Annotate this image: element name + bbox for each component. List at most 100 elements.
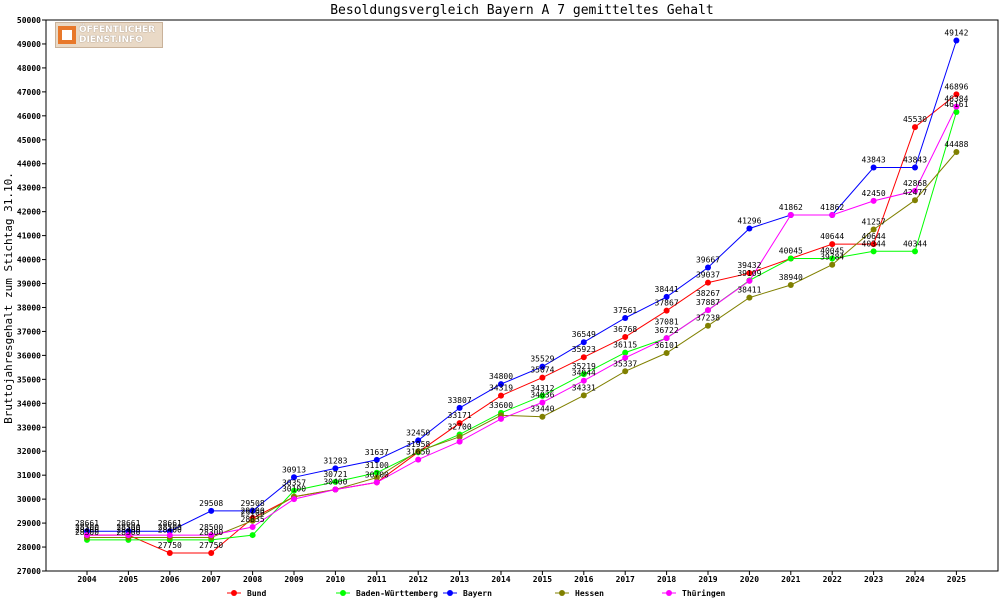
data-point xyxy=(870,226,877,233)
data-label: 34036 xyxy=(530,390,554,399)
data-label: 33807 xyxy=(448,396,472,405)
legend-swatch-point xyxy=(666,590,672,596)
legend-item-label: Baden-Württemberg xyxy=(356,589,438,598)
data-label: 31637 xyxy=(365,448,389,457)
data-label: 28300 xyxy=(199,528,223,537)
logo-line-1: ÖFFENTLICHER xyxy=(79,25,156,35)
data-label: 31100 xyxy=(365,461,389,470)
data-label: 34944 xyxy=(572,369,596,378)
data-point xyxy=(456,420,463,427)
data-label: 40644 xyxy=(820,232,844,241)
data-label: 35529 xyxy=(530,355,554,364)
data-label: 36115 xyxy=(613,341,637,350)
legend-item-label: Bund xyxy=(247,589,266,598)
data-label: 46161 xyxy=(944,100,968,109)
y-tick-label: 37000 xyxy=(17,327,41,336)
data-point xyxy=(622,349,629,356)
data-point xyxy=(373,456,380,463)
data-label: 35923 xyxy=(572,345,596,354)
legend-item-label: Bayern xyxy=(463,589,492,598)
x-tick-label: 2022 xyxy=(823,575,842,584)
x-tick-label: 2010 xyxy=(326,575,345,584)
y-tick-label: 28000 xyxy=(17,543,41,552)
data-label: 37081 xyxy=(655,317,679,326)
x-tick-label: 2009 xyxy=(284,575,303,584)
data-label: 49142 xyxy=(944,29,968,38)
y-tick-label: 32000 xyxy=(17,447,41,456)
data-label: 33440 xyxy=(530,405,554,414)
axes: 27000 28000 29000 30000 31000 32000 33000 34000… xyxy=(17,16,999,584)
data-label: 28500 xyxy=(199,523,223,532)
data-label: 41257 xyxy=(862,217,886,226)
data-label: 36768 xyxy=(613,325,637,334)
data-label: 32700 xyxy=(448,422,472,431)
data-point xyxy=(912,164,918,171)
data-point xyxy=(373,474,380,481)
logo-line-2: DIENST.INFO xyxy=(79,35,143,45)
y-tick-label: 27000 xyxy=(17,567,41,576)
data-label: 34331 xyxy=(572,383,596,392)
data-point xyxy=(332,486,339,493)
y-tick-label: 44000 xyxy=(17,160,41,169)
data-label: 41862 xyxy=(779,203,803,212)
data-label: 28661 xyxy=(75,519,99,528)
data-point xyxy=(829,261,836,268)
data-point xyxy=(663,307,670,314)
legend: Bund Baden-Württemberg Bayern Hessen Thüring… xyxy=(227,588,726,598)
y-tick-label: 33000 xyxy=(17,423,41,432)
data-label: 30700 xyxy=(365,470,389,479)
data-point xyxy=(787,211,794,218)
x-tick-label: 2005 xyxy=(119,575,138,584)
data-point xyxy=(291,496,297,503)
data-label: 29200 xyxy=(241,506,265,515)
y-tick-label: 30000 xyxy=(17,495,41,504)
data-label: 30100 xyxy=(282,485,306,494)
data-label: 28500 xyxy=(116,523,140,532)
x-tick-label: 2015 xyxy=(533,575,552,584)
data-label: 39109 xyxy=(737,269,761,278)
data-label: 27750 xyxy=(158,541,182,550)
data-label: 28400 xyxy=(116,525,140,534)
data-point xyxy=(580,371,587,378)
data-point xyxy=(663,349,670,356)
data-point xyxy=(580,354,587,361)
data-point xyxy=(539,363,546,370)
y-tick-label: 34000 xyxy=(17,399,41,408)
data-label: 29508 xyxy=(241,499,265,508)
data-label: 28500 xyxy=(158,523,182,532)
series-line-3 xyxy=(87,151,957,538)
series-points xyxy=(84,37,960,557)
data-point xyxy=(912,124,918,131)
data-point xyxy=(332,465,339,472)
data-label: 39037 xyxy=(696,271,720,280)
data-label: 30400 xyxy=(323,478,347,487)
x-tick-label: 2024 xyxy=(905,575,924,584)
chart-title: Besoldungsvergleich Bayern A 7 gemittelt… xyxy=(330,3,714,18)
y-tick-label: 48000 xyxy=(17,64,41,73)
data-point xyxy=(498,392,504,399)
data-point xyxy=(208,550,215,557)
data-label: 34312 xyxy=(530,384,554,393)
data-label: 44488 xyxy=(944,140,968,149)
logo-mark-icon xyxy=(58,26,76,44)
data-point xyxy=(291,487,297,494)
data-label: 35337 xyxy=(613,359,637,368)
data-label: 34319 xyxy=(489,384,513,393)
data-point xyxy=(746,270,753,277)
y-tick-label: 41000 xyxy=(17,232,41,241)
data-point xyxy=(829,241,836,248)
y-tick-label: 49000 xyxy=(17,40,41,49)
data-label: 40644 xyxy=(862,232,886,241)
y-tick-label: 40000 xyxy=(17,256,41,265)
data-point xyxy=(249,532,256,539)
data-label: 39432 xyxy=(737,261,761,270)
data-label: 41296 xyxy=(737,217,761,226)
data-label: 33171 xyxy=(448,411,472,420)
data-label: 28300 xyxy=(75,528,99,537)
data-label: 42477 xyxy=(903,188,927,197)
data-point xyxy=(498,415,504,422)
series-line-4 xyxy=(87,106,957,536)
x-tick-label: 2018 xyxy=(657,575,676,584)
data-point xyxy=(332,478,339,485)
y-tick-label: 43000 xyxy=(17,184,41,193)
